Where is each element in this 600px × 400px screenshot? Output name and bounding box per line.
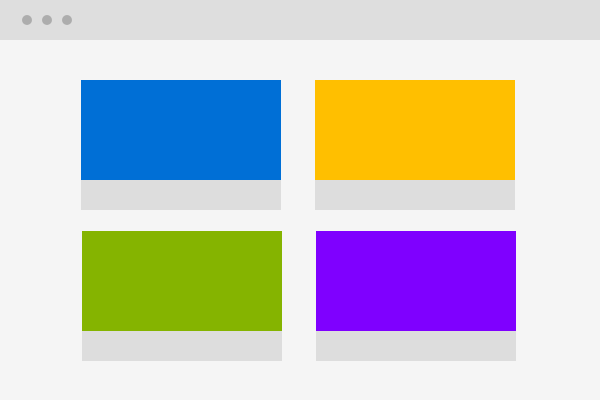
card-image [82, 231, 282, 331]
card-blue[interactable] [81, 80, 281, 210]
card-image [81, 80, 281, 180]
card-footer [316, 331, 516, 361]
window-control-dot-icon[interactable] [42, 15, 52, 25]
card-image [315, 80, 515, 180]
window-controls [22, 15, 72, 25]
card-image [316, 231, 516, 331]
window-titlebar [0, 0, 600, 40]
card-grid [0, 40, 600, 400]
card-footer [82, 331, 282, 361]
card-footer [81, 180, 281, 210]
window-control-dot-icon[interactable] [62, 15, 72, 25]
card-footer [315, 180, 515, 210]
card-yellow[interactable] [315, 80, 515, 210]
card-purple[interactable] [316, 231, 516, 361]
card-green[interactable] [82, 231, 282, 361]
window-control-dot-icon[interactable] [22, 15, 32, 25]
